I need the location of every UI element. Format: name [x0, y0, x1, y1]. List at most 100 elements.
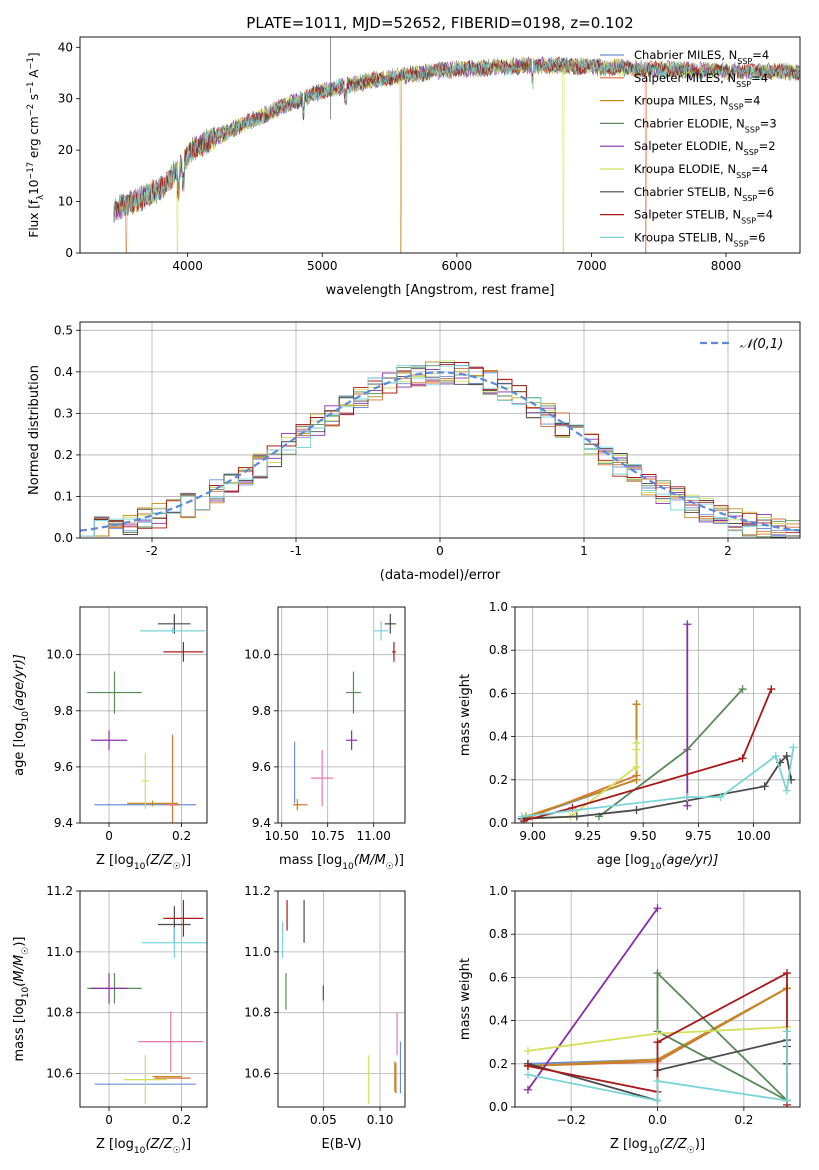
x-tick-label: 0.2	[172, 829, 191, 843]
errorbar-kroupa-elodie	[141, 752, 149, 809]
label-part: 10	[648, 1146, 660, 1156]
errorbar-kroupa-miles	[295, 799, 300, 811]
label-part: (M/M	[354, 853, 386, 868]
x-tick-label: 9.75	[685, 829, 712, 843]
label-part: −1	[25, 57, 35, 69]
mass-weight-marker	[716, 793, 725, 802]
mass-weight-marker	[782, 752, 791, 761]
age-vs-mass-panel: 10.50 10.75 11.00 9.4 9.6 9.8 10.0 mass [log10(…	[244, 606, 406, 872]
errorbar-salpeter-stelib	[163, 642, 204, 662]
y-tick-label: 9.8	[54, 704, 73, 718]
label-part: −1	[25, 82, 35, 94]
x-tick-label: 4000	[172, 259, 203, 273]
legend-entry: Salpeter ELODIE, NSSP=2	[634, 139, 776, 157]
label-part: s	[27, 94, 41, 104]
legend-sub: SSP	[744, 148, 759, 157]
legend-n: =3	[760, 116, 777, 130]
plot-area	[517, 620, 798, 823]
label-part: 10	[27, 180, 41, 195]
x-tick-label: -2	[146, 544, 158, 558]
label-part: Z [log	[96, 853, 134, 868]
legend-n: =6	[757, 185, 774, 199]
y-tick-label: 9.6	[54, 760, 73, 774]
x-tick-label: 9.00	[519, 829, 546, 843]
x-axis-label: Z [log10(Z/Z☉)]	[610, 1137, 705, 1156]
x-axis-label: Z [log10(Z/Z☉)]	[96, 1137, 191, 1156]
legend-sub: SSP	[736, 79, 751, 88]
x-tick-label: 9.50	[630, 829, 657, 843]
legend-sub: SSP	[745, 125, 760, 134]
spectrum-line-salpeter-stelib	[116, 56, 800, 218]
x-tick-label: 10.50	[265, 829, 299, 843]
y-tick-label: 10.8	[46, 1006, 73, 1020]
label-part: (Z/Z	[145, 1137, 173, 1152]
errorbar-kroupa-stelib	[139, 628, 206, 634]
errorbar-salpeter-stelib	[163, 900, 204, 937]
plot-area	[292, 614, 396, 811]
legend-text: Chabrier ELODIE, N	[634, 116, 745, 130]
errorbar-kroupa-miles	[127, 800, 178, 807]
mass-weight-line-salpeter-elodie	[527, 907, 659, 1091]
label-part: )]	[12, 937, 27, 947]
legend-text: Chabrier MILES, N	[634, 48, 737, 62]
x-tick-label: 10.00	[736, 829, 770, 843]
label-part: λ	[35, 195, 45, 200]
mass-weight-marker	[632, 775, 641, 784]
y-axis-label: mass [log10(M/M☉)]	[12, 937, 31, 1062]
chart-title: PLATE=1011, MJD=52652, FIBERID=0198, z=0…	[246, 14, 633, 32]
y-tick-label: 0.8	[489, 927, 508, 941]
errorbar-chabrier-elodie	[87, 671, 142, 714]
residual-histogram-panel: -2 -1 0 1 2 0.0 0.1 0.2 0.3 0.4 0.5 Normed distribu…	[27, 321, 801, 583]
mass-weight-marker	[653, 904, 662, 913]
axes-frame	[79, 606, 208, 824]
legend-sub: SSP	[737, 57, 752, 66]
y-tick-label: 0.6	[489, 970, 508, 984]
legend-n: =4	[756, 208, 773, 222]
y-tick-label: 0.5	[54, 323, 73, 337]
x-tick-label: 0.05	[310, 1113, 337, 1127]
y-tick-label: 0.2	[54, 448, 73, 462]
legend-n: =4	[751, 71, 768, 85]
y-tick-label: 0.4	[489, 730, 508, 744]
label-part: mass [log	[279, 853, 342, 868]
x-tick-label: -1	[290, 544, 302, 558]
errorbar-salpeter-elodie	[90, 730, 128, 751]
axes-frame	[277, 890, 406, 1108]
y-tick-label: 11.0	[244, 945, 271, 959]
errorbar-chabrier-stelib	[384, 614, 396, 634]
y-tick-label: 10.8	[244, 1006, 271, 1020]
label-part: (Z/Z	[659, 1137, 687, 1152]
label-part: Z [log	[610, 1137, 648, 1152]
mass-weight-marker	[683, 793, 692, 802]
mass-weight-marker	[523, 1070, 532, 1079]
mass-weight-marker	[572, 812, 581, 821]
plot-area	[87, 900, 207, 1104]
mass-weight-marker	[783, 969, 792, 978]
axes-frame	[79, 890, 208, 1108]
y-tick-label: 11.2	[244, 884, 271, 898]
errorbar-pink	[311, 750, 334, 807]
y-axis-label: mass weight	[458, 958, 473, 1040]
label-part: (age/yr)]	[661, 853, 718, 868]
spectrum-line-kroupa-elodie	[118, 56, 800, 253]
errorbar-pink	[167, 803, 175, 807]
label-part: 10	[21, 987, 31, 999]
legend-entry: 𝒩(0,1)	[740, 337, 783, 352]
legend-n: =4	[752, 48, 769, 62]
x-tick-label: 0.2	[172, 1113, 191, 1127]
mass-weight-marker	[767, 685, 776, 694]
legend-text: Salpeter STELIB, N	[634, 208, 741, 222]
errorbar-pink	[138, 1011, 204, 1073]
label-part: age [log	[597, 853, 650, 868]
y-tick-label: 0.3	[54, 406, 73, 420]
plot-area	[113, 37, 800, 253]
spectrum-line-kroupa-miles	[118, 56, 800, 253]
y-tick-label: 0.0	[54, 531, 73, 545]
mass-vs-metallicity-panel: 0 0.210.610.811.011.2Z [log10(Z/Z☉)]mass …	[12, 884, 208, 1156]
legend-sub: SSP	[736, 171, 751, 180]
x-tick-label: 0.0	[648, 1113, 667, 1127]
label-part: ]	[27, 52, 41, 57]
y-tick-label: 10	[58, 195, 73, 209]
legend-sub: SSP	[734, 239, 749, 248]
